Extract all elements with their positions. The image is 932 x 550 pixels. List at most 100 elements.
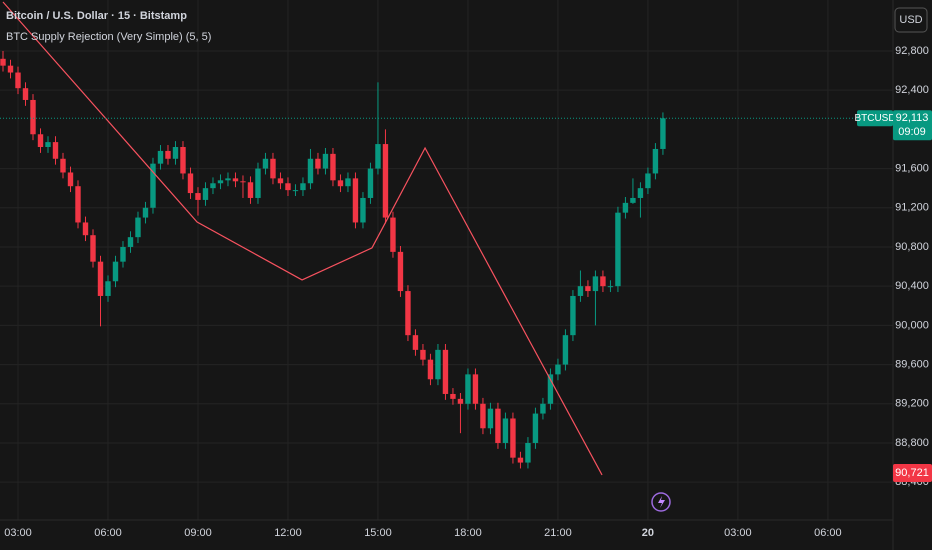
candle-body [45,142,51,148]
candle-body [15,72,21,89]
countdown-label: 09:09 [898,126,926,138]
candle-body [375,144,381,169]
y-tick-label: 92,400 [895,84,929,96]
candle-body [300,183,306,191]
candle-body [660,118,666,149]
candle-body [352,178,359,223]
y-tick-label: 90,800 [895,241,929,253]
candle-body [540,403,546,414]
candle-body [165,150,171,159]
y-tick-label: 90,000 [895,319,929,331]
y-tick-label: 92,800 [895,45,929,57]
candle-body [397,251,404,292]
candle-body [7,65,14,73]
candle-body [255,168,261,198]
candle-body [307,158,314,184]
candle-body [210,183,216,189]
price-label: 92,113 [896,112,929,124]
candle-body [157,150,164,164]
x-tick-label: 12:00 [274,527,302,539]
symbol-label: BTCUSD [854,113,895,124]
chart-title: Bitcoin / U.S. Dollar · 15 · Bitstamp [6,10,187,22]
candle-body [67,172,74,187]
candle-body [555,364,561,375]
candle-body [435,349,441,380]
candle-body [52,142,59,159]
candle-body [345,178,351,187]
candle-body [562,335,569,365]
x-tick-label: 15:00 [364,527,392,539]
candle-body [457,398,464,404]
candle-body [105,281,111,296]
candle-body [390,217,396,252]
indicator-tag [893,464,932,482]
candle-body [637,188,644,198]
candle-body [60,158,66,173]
candle-body [405,291,411,336]
candle-body [360,197,366,223]
candle-body [277,178,284,184]
y-tick-label: 91,200 [895,202,929,214]
candle-body [465,374,471,404]
y-tick-label: 90,400 [895,280,929,292]
candle-body [622,202,629,213]
candle-body [135,217,141,238]
candle-body [37,134,44,148]
candle-body [112,261,119,282]
candle-body [202,188,209,200]
currency-button[interactable] [894,7,928,33]
y-tick-label: 89,600 [895,358,929,370]
candle-body [150,163,156,208]
x-tick-label: 18:00 [454,527,482,539]
candle-body [142,207,149,218]
candle-body [22,88,29,100]
indicator-line [2,1,603,476]
candle-body [262,158,269,169]
candle-body [330,153,336,181]
candle-body [420,349,426,360]
candle-body [577,286,584,296]
logo-icon[interactable] [651,492,671,512]
candle-body [90,235,96,262]
candle-body [630,197,636,203]
candle-body [480,403,486,429]
symbol-tag [857,110,893,127]
candle-body [525,442,531,463]
candle-body [97,261,104,296]
candle-body [127,237,134,247]
x-tick-label: 21:00 [544,527,572,539]
candle-body [427,359,434,380]
candle-body [172,147,179,159]
candle-body [30,99,36,135]
candle-body [615,212,621,287]
y-tick-label: 91,600 [895,162,929,174]
candle-body [217,180,224,184]
candle-body [225,178,231,181]
candle-body [442,349,449,394]
candle-body [315,158,321,169]
candle-body [585,286,591,292]
candle-body [75,186,81,223]
candle-body [382,144,389,218]
x-tick-label: 06:00 [94,527,122,539]
logo-bolt [658,496,665,508]
candle-body [450,393,456,399]
candle-body [495,408,501,443]
candle-body [195,193,201,200]
candle-body [0,58,6,66]
candle-body [487,408,494,429]
x-tick-label: 06:00 [814,527,842,539]
candle-body [510,418,516,458]
candle-body [532,413,539,443]
candle-body [367,168,374,198]
x-tick-label: 03:00 [4,527,32,539]
currency-label[interactable]: USD [899,14,922,26]
candle-body [547,374,554,404]
candle-body [472,374,479,404]
candle-body [412,335,419,350]
candle-body [570,295,576,336]
plot [0,1,893,476]
candle-body [502,418,509,443]
